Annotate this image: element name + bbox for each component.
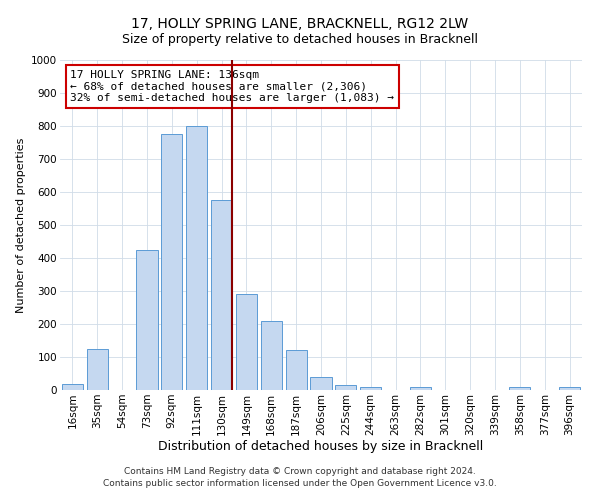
Text: Contains HM Land Registry data © Crown copyright and database right 2024.
Contai: Contains HM Land Registry data © Crown c… bbox=[103, 466, 497, 487]
Bar bbox=[136, 250, 158, 390]
Y-axis label: Number of detached properties: Number of detached properties bbox=[16, 138, 26, 312]
Bar bbox=[310, 377, 332, 390]
X-axis label: Distribution of detached houses by size in Bracknell: Distribution of detached houses by size … bbox=[158, 440, 484, 454]
Text: Size of property relative to detached houses in Bracknell: Size of property relative to detached ho… bbox=[122, 32, 478, 46]
Bar bbox=[410, 386, 431, 390]
Text: 17 HOLLY SPRING LANE: 136sqm
← 68% of detached houses are smaller (2,306)
32% of: 17 HOLLY SPRING LANE: 136sqm ← 68% of de… bbox=[70, 70, 394, 103]
Bar bbox=[559, 386, 580, 390]
Bar bbox=[509, 386, 530, 390]
Bar bbox=[360, 386, 381, 390]
Bar bbox=[236, 294, 257, 390]
Bar bbox=[186, 126, 207, 390]
Text: 17, HOLLY SPRING LANE, BRACKNELL, RG12 2LW: 17, HOLLY SPRING LANE, BRACKNELL, RG12 2… bbox=[131, 18, 469, 32]
Bar bbox=[161, 134, 182, 390]
Bar bbox=[335, 385, 356, 390]
Bar bbox=[211, 200, 232, 390]
Bar bbox=[286, 350, 307, 390]
Bar bbox=[62, 384, 83, 390]
Bar bbox=[87, 349, 108, 390]
Bar bbox=[261, 320, 282, 390]
